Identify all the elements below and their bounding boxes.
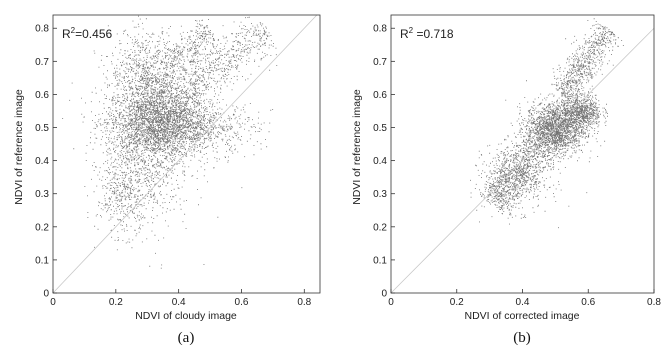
y-tick-label: 0.7 xyxy=(373,57,387,68)
x-tick-label: 0.6 xyxy=(581,297,595,308)
y-tick-label: 0.7 xyxy=(35,57,49,68)
y-tick-label: 0.5 xyxy=(373,123,387,134)
axis-ticks-a: 0 0.2 0.4 0.6 0.8 0 0.1 0.2 0.3 0.4 0.5 0.6 0.7 0.8 xyxy=(35,24,312,308)
x-tick-label: 0 xyxy=(50,297,56,308)
x-axis-label-b: NDVI of corrected image xyxy=(465,310,580,322)
r-squared-label-b: R2 =0.718 xyxy=(400,26,454,41)
y-axis-label-a: NDVI of reference image xyxy=(13,89,25,205)
one-to-one-line-a xyxy=(52,14,318,294)
plot-frame-a xyxy=(52,14,321,294)
x-tick-label: 0.6 xyxy=(235,297,249,308)
y-tick-label: 0.4 xyxy=(373,156,387,167)
panel-caption-a: (a) xyxy=(178,330,195,346)
axis-ticks-b: 0 0.2 0.4 0.6 0.8 0 0.1 0.2 0.3 0.4 0.5 0.6 0.7 0.8 xyxy=(373,24,661,308)
y-tick-label: 0.4 xyxy=(35,156,49,167)
x-tick-label: 0.2 xyxy=(450,297,464,308)
scatter-points-b xyxy=(470,18,624,229)
y-tick-label: 0.3 xyxy=(35,189,49,200)
plot-frame-b xyxy=(390,14,655,294)
y-tick-label: 0.3 xyxy=(373,189,387,200)
x-tick-label: 0.2 xyxy=(109,297,123,308)
y-tick-label: 0.8 xyxy=(373,24,387,35)
y-tick-label: 0.5 xyxy=(35,123,49,134)
x-tick-label: 0.8 xyxy=(297,297,311,308)
scatter-panel-b: 0 0.2 0.4 0.6 0.8 0 0.1 0.2 0.3 0.4 0.5 0.6 0.7 0.8 R… xyxy=(351,14,661,346)
y-tick-label: 0.2 xyxy=(373,222,387,233)
y-axis-label-b: NDVI of reference image xyxy=(351,89,363,205)
x-axis-label-a: NDVI of cloudy image xyxy=(135,310,237,322)
x-tick-label: 0.4 xyxy=(516,297,530,308)
r-squared-label-a: R2=0.456 xyxy=(62,26,112,41)
x-tick-label: 0.8 xyxy=(647,297,661,308)
y-tick-label: 0.8 xyxy=(35,24,49,35)
y-tick-label: 0.6 xyxy=(373,90,387,101)
panel-caption-b: (b) xyxy=(513,330,531,346)
y-tick-label: 0.1 xyxy=(35,255,49,266)
y-tick-label: 0 xyxy=(381,289,387,300)
y-tick-label: 0.1 xyxy=(373,255,387,266)
y-tick-label: 0.2 xyxy=(35,222,49,233)
x-tick-label: 0 xyxy=(388,297,394,308)
y-tick-label: 0 xyxy=(43,289,49,300)
data-points-b xyxy=(470,18,624,229)
one-to-one-line-b xyxy=(390,27,655,294)
data-points-a xyxy=(62,15,278,269)
y-tick-label: 0.6 xyxy=(35,90,49,101)
scatter-points-a xyxy=(62,15,278,269)
scatter-panel-a: 0 0.2 0.4 0.6 0.8 0 0.1 0.2 0.3 0.4 0.5 0.6 0.7 0.8 R… xyxy=(13,14,321,346)
x-tick-label: 0.4 xyxy=(172,297,186,308)
